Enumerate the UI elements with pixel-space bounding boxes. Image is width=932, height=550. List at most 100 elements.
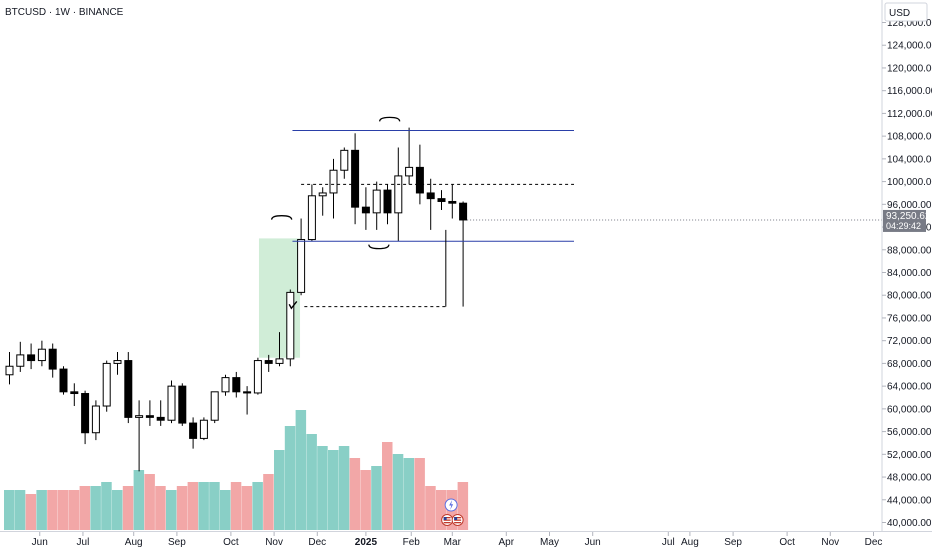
candle [329,158,338,219]
candle [102,360,111,412]
y-tick-label: 120,000.00 [887,63,932,74]
candle-body [405,166,414,177]
y-tick-label: 104,000.00 [887,154,932,165]
candle [297,218,306,296]
candle [178,383,187,426]
x-tick-label: Jun [585,537,601,548]
zone-top-bracket [271,215,293,220]
candle [426,178,435,230]
candle-body [437,198,446,202]
candle [135,400,144,472]
volume-bar [230,482,242,530]
y-tick-label: 56,000.00 [887,427,932,438]
bar-countdown: 04:29:42 [886,221,921,231]
candle [383,184,392,225]
candle [459,201,468,307]
currency-label: USD [889,8,910,19]
lightning-event-icon[interactable] [444,498,458,512]
candle-body [329,169,338,194]
volume-bar [360,470,371,530]
volume-bar [284,426,296,530]
candle [167,380,176,424]
candle-body [307,195,316,241]
swing-low-bracket [368,244,390,250]
volume-bar [166,490,177,530]
x-axis-ticks: Jun Jul Aug Sep Oct Nov Dec 2025 Feb Mar Apr May Jun… [32,532,882,548]
volume-bar [133,470,145,530]
candle [232,371,241,398]
candle-body [286,291,295,360]
y-tick-label: 84,000.00 [887,268,932,279]
volume-bar [47,490,58,530]
x-tick-label: Jul [662,537,675,548]
current-price-label: 93,250.62 04:29:42 [883,209,931,232]
volume-bar [457,482,469,530]
candle-body [167,385,176,421]
candle [145,400,154,426]
volume-bar [79,486,91,530]
candle-body [459,202,468,221]
candle [189,417,198,449]
y-tick-label: 80,000.00 [887,291,932,302]
candle-body [210,391,219,421]
volume-bar [122,486,134,530]
candle [243,386,252,415]
candle [156,400,165,426]
y-tick-label: 116,000.00 [887,86,932,97]
y-tick-label: 52,000.00 [887,450,932,461]
candle [48,343,57,378]
x-tick-label: Jul [77,537,90,548]
volume-bar [392,454,404,530]
candle [221,374,230,396]
y-tick-label: 68,000.00 [887,359,932,370]
x-tick-label: May [540,537,559,548]
y-axis-ticks: 128,000.00 124,000.00 120,000.00 116,000.00… [882,18,932,529]
candle [286,289,295,367]
candle [81,390,90,445]
y-tick-label: 72,000.00 [887,336,932,347]
candle-body [448,200,457,204]
check-icon [288,301,298,310]
volume-bar [112,490,123,530]
candle-body [383,189,392,214]
candle [275,332,284,367]
candle [415,144,424,205]
candle-body [394,175,403,214]
candle-body [253,360,262,394]
x-tick-label: Jun [32,537,48,548]
volume-bar [338,446,350,530]
y-tick-label: 64,000.00 [887,382,932,393]
candle [5,352,14,385]
candle-body [243,391,252,394]
x-tick-label: Feb [403,537,421,548]
volume-bar [306,434,317,530]
y-tick-label: 40,000.00 [887,518,932,529]
us-flag-event-icon[interactable] [441,514,454,526]
chart-title-text: BTCUSD · 1W · BINANCE [5,7,124,18]
x-tick-label: Oct [779,537,795,548]
candle [394,147,403,242]
currency-selector[interactable]: USD [884,2,928,22]
volume-bar [295,410,307,530]
volume-bar [263,474,274,530]
volume-bar [241,486,253,530]
candle-body [426,192,435,200]
axes [0,0,932,532]
y-tick-label: 124,000.00 [887,41,932,52]
candle [124,352,133,424]
volume-bar [58,490,69,530]
y-tick-label: 96,000.00 [887,200,932,211]
candles [5,127,468,472]
volume-bar [176,486,188,530]
candle-body [275,358,284,364]
x-tick-label: Oct [223,537,239,548]
x-tick-label: Sep [168,537,186,548]
y-tick-label: 112,000.00 [887,109,932,120]
volume-bar [382,442,393,530]
volume-bar [155,486,166,530]
us-flag-event-icon[interactable] [451,514,464,526]
candle [59,366,68,395]
candle-body [102,362,111,407]
